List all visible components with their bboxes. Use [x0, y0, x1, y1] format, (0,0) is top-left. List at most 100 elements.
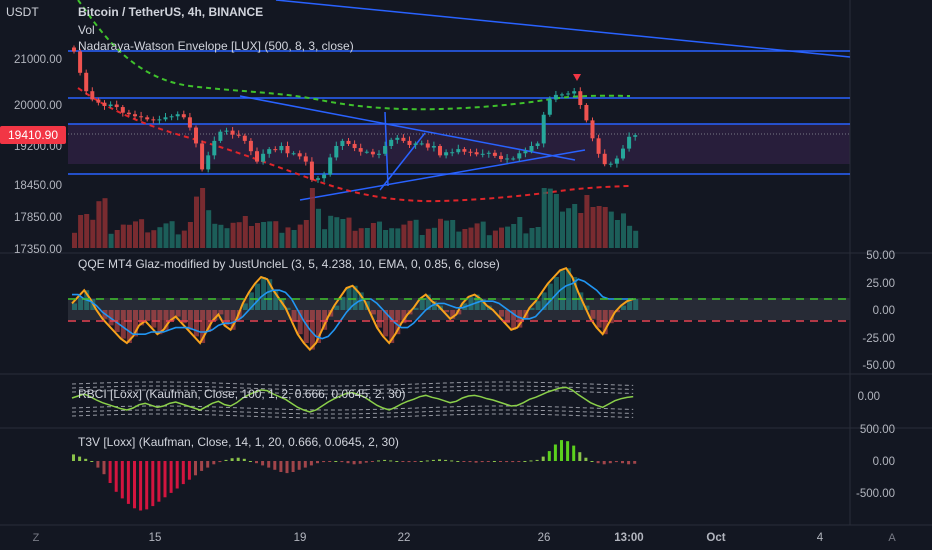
t3v-bar	[474, 461, 478, 463]
auto-scale-button[interactable]: A	[888, 532, 896, 544]
candle-body	[334, 146, 339, 158]
volume-bars	[72, 188, 639, 248]
qqe-histogram-bar	[389, 310, 395, 343]
candle-body	[72, 47, 76, 52]
volume-bar	[499, 227, 504, 248]
t3v-bar	[450, 460, 454, 462]
candle-body	[279, 146, 284, 151]
t3v-legend[interactable]: T3V [Loxx] (Kaufman, Close, 14, 1, 20, 0…	[78, 435, 399, 449]
volume-bar	[468, 227, 474, 248]
symbol-title[interactable]: Bitcoin / TetherUS, 4h, BINANCE	[78, 5, 263, 19]
qqe-histogram-bar	[517, 310, 523, 328]
t3v-bar	[395, 461, 399, 462]
t3v-bar	[248, 461, 252, 462]
candle-body	[566, 93, 571, 95]
t3v-bar	[584, 457, 588, 461]
qqe-histogram-bar	[590, 310, 596, 319]
qqe-histogram-bar	[224, 310, 230, 326]
candle-body	[218, 131, 223, 141]
qqe-histogram-bar	[535, 301, 541, 310]
candle-body	[309, 161, 314, 180]
candle-body	[285, 146, 290, 154]
volume-legend[interactable]: Vol	[78, 23, 95, 37]
qqe-tick-label: -50.00	[862, 360, 895, 372]
candle-body	[633, 135, 638, 137]
candle-body	[102, 102, 107, 107]
volume-bar	[352, 230, 358, 248]
time-tick-label: Oct	[706, 532, 725, 544]
candle-body	[621, 148, 625, 159]
t3v-bar	[370, 461, 374, 462]
candle-body	[200, 143, 205, 170]
volume-bar	[529, 228, 535, 248]
volume-bar	[200, 188, 206, 248]
candle-body	[358, 148, 363, 152]
t3v-bar	[279, 461, 283, 472]
volume-bar	[407, 220, 413, 248]
rbci-line	[71, 386, 634, 413]
candle-body	[352, 143, 357, 149]
t3v-tick-label: 0.00	[873, 456, 895, 468]
volume-bar	[175, 234, 181, 248]
t3v-panel	[72, 440, 637, 511]
timezone-button[interactable]: Z	[33, 532, 40, 544]
candle-body	[346, 140, 351, 144]
candle-body	[133, 114, 137, 117]
candle-body	[316, 178, 320, 180]
trendline	[299, 149, 586, 201]
t3v-bar	[151, 461, 155, 507]
trendline	[275, 0, 851, 58]
volume-bar	[456, 231, 462, 248]
candle-body	[194, 127, 198, 144]
qqe-histogram-bar	[303, 310, 309, 343]
qqe-tick-label: 50.00	[866, 250, 895, 262]
t3v-bar	[505, 461, 509, 463]
rbci-band	[71, 409, 634, 415]
envelope-legend[interactable]: Nadaraya-Watson Envelope [LUX] (500, 8, …	[78, 39, 354, 53]
qqe-histogram-bar	[602, 310, 608, 335]
t3v-bar	[273, 461, 277, 470]
t3v-bar	[383, 459, 387, 461]
qqe-histogram-bar	[584, 305, 590, 310]
candle-body	[114, 104, 119, 108]
volume-bar	[358, 228, 364, 248]
volume-bar	[492, 230, 498, 248]
t3v-bar	[608, 461, 612, 464]
rbci-band	[71, 389, 634, 395]
time-tick-label: 15	[149, 532, 162, 544]
volume-bar	[114, 230, 120, 248]
t3v-bar	[633, 461, 637, 464]
qqe-tick-label: -25.00	[862, 333, 895, 345]
qqe-histogram-bar	[200, 310, 206, 343]
rbci-band	[71, 413, 634, 419]
volume-bar	[505, 226, 511, 248]
volume-bar	[90, 219, 96, 248]
qqe-histogram-bar	[444, 310, 450, 313]
qqe-histogram-bar	[505, 310, 511, 324]
volume-bar	[126, 224, 132, 248]
qqe-histogram-bar	[78, 296, 84, 310]
qqe-histogram-bar	[157, 310, 163, 335]
qqe-histogram-bar	[450, 310, 456, 319]
price-axis[interactable]: 21000.0020000.0019200.0018450.0017850.00…	[14, 54, 895, 500]
candle-body	[492, 152, 497, 156]
candle-body	[84, 72, 89, 92]
qqe-legend[interactable]: QQE MT4 Glaz-modified by JustUncleL (3, …	[78, 257, 500, 271]
candle-body	[511, 158, 516, 160]
volume-bar	[194, 196, 199, 248]
volume-bar	[395, 228, 401, 248]
t3v-bar	[340, 461, 344, 463]
volume-bar	[145, 232, 151, 248]
time-axis[interactable]: 15 19 22 26 13:00 Oct 4	[149, 532, 824, 544]
volume-bar	[621, 213, 626, 248]
volume-bar	[346, 217, 352, 248]
candle-body	[395, 137, 400, 140]
rbci-legend[interactable]: RBCI [Loxx] (Kaufman, Close, 100, 1, 2, …	[78, 387, 406, 401]
volume-bar	[334, 217, 340, 248]
candle-body	[596, 138, 601, 154]
candlesticks	[72, 45, 638, 183]
qqe-histogram-bar	[126, 310, 132, 343]
candle-body	[456, 149, 461, 153]
candle-body	[187, 117, 192, 128]
